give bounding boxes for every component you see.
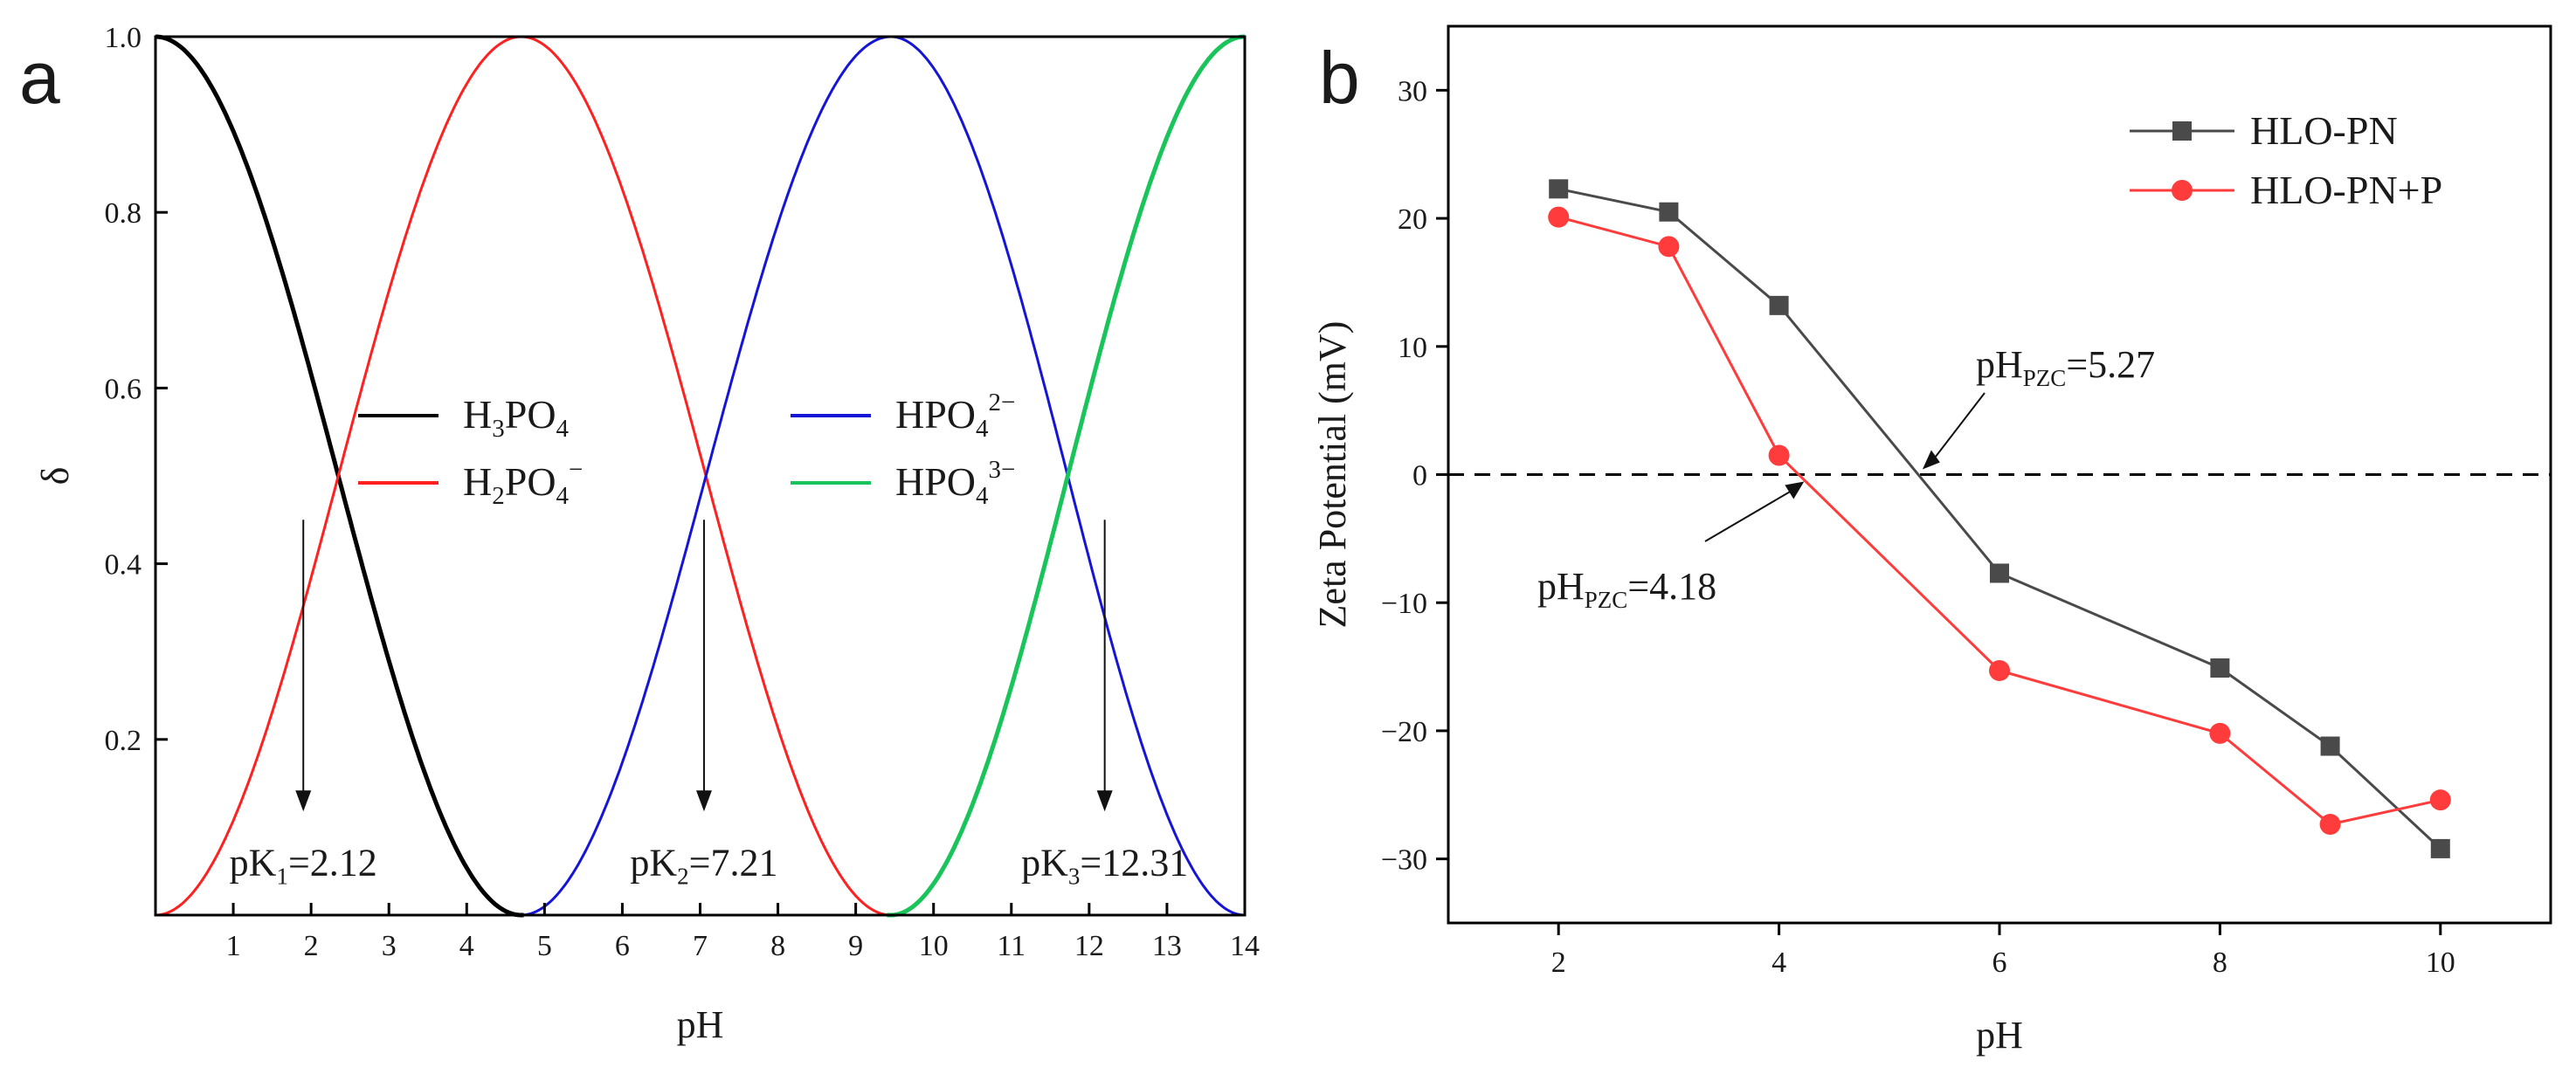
x-tick-label: 5 bbox=[537, 930, 552, 962]
pzc-arrow-head bbox=[1785, 481, 1805, 499]
y-tick-label: 10 bbox=[1398, 332, 1427, 364]
chart-b-pzc-annotations: pHPZC=5.27 pHPZC=4.18 bbox=[1537, 343, 2155, 613]
series-0-point bbox=[2210, 658, 2230, 678]
pzc-arrow-head bbox=[1922, 450, 1940, 470]
x-tick-label: 8 bbox=[770, 930, 785, 962]
series-1-line bbox=[1557, 216, 2441, 826]
y-tick-label: 1.0 bbox=[105, 22, 142, 54]
series-1-point bbox=[2209, 722, 2231, 744]
chart-a-frame bbox=[154, 35, 1247, 917]
x-tick-label: 11 bbox=[997, 930, 1026, 962]
legend-label-0: H3PO4 bbox=[463, 392, 570, 443]
pzc-label: pHPZC=5.27 bbox=[1976, 343, 2155, 391]
series-1-point bbox=[1768, 444, 1790, 466]
chart-b-x-ticks: 2 4 6 8 10 bbox=[1551, 923, 2455, 979]
chart-a-legend: H3PO4 H2PO4− HPO42− HPO43− bbox=[358, 389, 1015, 510]
chart-a-pka-arrows bbox=[295, 520, 1113, 812]
series-1-point bbox=[1989, 659, 2010, 681]
chart-b-y-ticks: −30 −20 −10 0 10 20 30 bbox=[1381, 75, 1448, 877]
series-1-point bbox=[1658, 236, 1680, 258]
y-tick-label: 30 bbox=[1398, 75, 1427, 107]
y-tick-label: 20 bbox=[1398, 203, 1427, 236]
x-tick-label: 4 bbox=[459, 930, 474, 962]
series-0-point bbox=[1549, 179, 1569, 199]
pzc-arrow-shaft bbox=[1704, 487, 1796, 542]
chart-b-series bbox=[1548, 179, 2451, 858]
x-tick-label: 9 bbox=[848, 930, 863, 962]
x-tick-label: 10 bbox=[919, 930, 949, 962]
pzc-arrow-shaft bbox=[1930, 392, 1986, 464]
chart-b-x-label: pH bbox=[1976, 1014, 2023, 1057]
panel-label-a: a bbox=[19, 37, 60, 119]
series-3-line bbox=[887, 34, 1246, 918]
series-1-point bbox=[1548, 206, 1570, 228]
x-tick-label: 4 bbox=[1771, 947, 1786, 979]
chart-a-curves bbox=[155, 34, 1246, 918]
series-0-point bbox=[1769, 295, 1789, 315]
series-2-line bbox=[518, 35, 1246, 917]
pzc-label: pHPZC=4.18 bbox=[1537, 565, 1716, 613]
x-tick-label: 8 bbox=[2213, 947, 2227, 979]
chart-a-x-ticks: 1 2 3 4 5 6 7 8 9 10 11 12 13 14 bbox=[226, 903, 1260, 962]
legend-label-2: HPO42− bbox=[895, 389, 1015, 443]
chart-a-y-label: δ bbox=[34, 467, 77, 485]
chart-a-y-ticks: 0.2 0.4 0.6 0.8 1.0 bbox=[105, 22, 168, 757]
x-tick-label: 10 bbox=[2426, 947, 2455, 979]
y-tick-label: 0.8 bbox=[105, 197, 142, 230]
x-tick-label: 13 bbox=[1152, 930, 1182, 962]
pka-arrow-head bbox=[695, 790, 712, 812]
y-tick-label: 0.2 bbox=[105, 725, 142, 757]
legend-label-1: H2PO4− bbox=[463, 456, 583, 510]
chart-b: 2 4 6 8 10 −30 −20 −10 0 10 20 30 pH Zeta Potentia… bbox=[1311, 24, 2552, 1057]
series-1-point bbox=[2429, 789, 2451, 811]
pka-label: pK2=7.21 bbox=[630, 842, 777, 890]
y-tick-label: −10 bbox=[1381, 588, 1427, 620]
pka-arrow-head bbox=[1096, 790, 1113, 812]
y-tick-label: −30 bbox=[1381, 844, 1427, 877]
x-tick-label: 6 bbox=[1992, 947, 2007, 979]
series-0-point bbox=[1659, 202, 1679, 222]
y-tick-label: 0.4 bbox=[105, 549, 142, 582]
x-tick-label: 3 bbox=[382, 930, 397, 962]
chart-b-y-label: Zeta Potential (mV) bbox=[1311, 321, 1354, 629]
series-0-point bbox=[2430, 838, 2450, 858]
chart-a-pka-labels: pK1=2.12 pK2=7.21 pK3=12.31 bbox=[230, 842, 1189, 890]
y-tick-label: 0 bbox=[1412, 460, 1427, 492]
x-tick-label: 12 bbox=[1074, 930, 1104, 962]
y-tick-label: −20 bbox=[1381, 716, 1427, 748]
x-tick-label: 7 bbox=[693, 930, 708, 962]
x-tick-label: 1 bbox=[226, 930, 241, 962]
pka-label: pK3=12.31 bbox=[1021, 842, 1188, 890]
x-tick-label: 2 bbox=[1551, 947, 1566, 979]
legend-label-3: HPO43− bbox=[895, 456, 1015, 510]
legend-marker-1 bbox=[2172, 180, 2193, 201]
series-0-line bbox=[155, 34, 524, 918]
pka-label: pK1=2.12 bbox=[230, 842, 377, 890]
x-tick-label: 6 bbox=[615, 930, 630, 962]
series-0-point bbox=[2320, 736, 2340, 756]
series-1-point bbox=[2319, 814, 2341, 836]
x-tick-label: 2 bbox=[304, 930, 319, 962]
panel-label-b: b bbox=[1319, 37, 1360, 119]
pka-arrow-head bbox=[295, 790, 312, 812]
series-0-point bbox=[1990, 563, 2009, 583]
legend-marker-0 bbox=[2172, 121, 2192, 141]
legend-label-0: HLO-PN bbox=[2250, 108, 2398, 153]
chart-a-x-label: pH bbox=[677, 1003, 724, 1046]
chart-b-legend: HLO-PN HLO-PN+P bbox=[2130, 108, 2442, 212]
legend-label-1: HLO-PN+P bbox=[2250, 168, 2442, 212]
y-tick-label: 0.6 bbox=[105, 373, 142, 405]
x-tick-label: 14 bbox=[1230, 930, 1260, 962]
chart-a: 1 2 3 4 5 6 7 8 9 10 11 12 13 14 0.20.40.60.81.0 pH δ… bbox=[34, 22, 1260, 1046]
